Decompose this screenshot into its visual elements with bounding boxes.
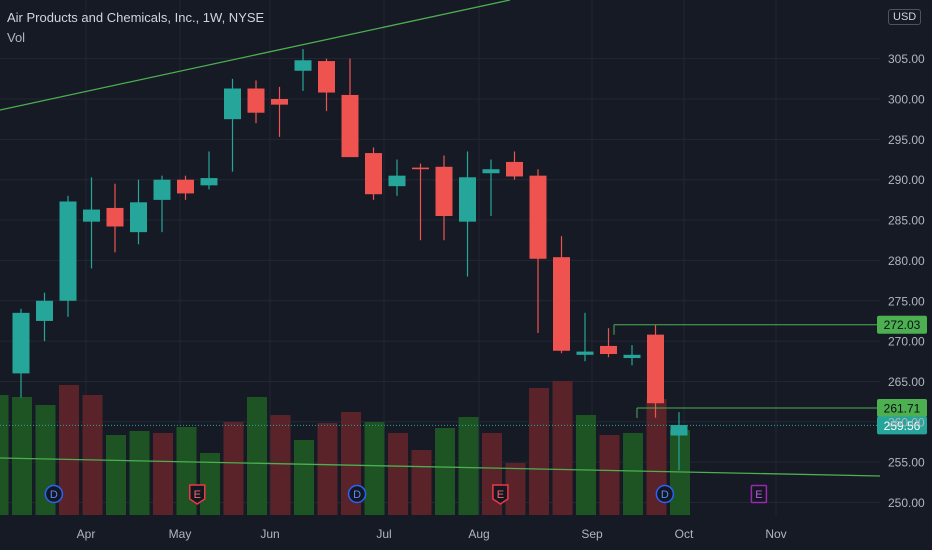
candle-body bbox=[247, 88, 265, 113]
y-axis-tick-label: 250.00 bbox=[888, 496, 925, 510]
event-marker-label: D bbox=[661, 489, 669, 501]
candle-body bbox=[600, 345, 617, 355]
volume-bar bbox=[223, 422, 244, 515]
earnings-marker bbox=[189, 484, 206, 505]
event-marker-label: E bbox=[497, 489, 504, 501]
lower-trendline bbox=[0, 457, 881, 477]
candle-body bbox=[294, 60, 312, 71]
y-axis-tick-label: 270.00 bbox=[888, 335, 925, 349]
volume-bar bbox=[364, 422, 385, 515]
volume-indicator-label[interactable]: Vol bbox=[7, 30, 26, 45]
earnings-marker bbox=[492, 484, 509, 505]
volume-bar bbox=[0, 395, 9, 515]
dividend-marker bbox=[655, 484, 675, 504]
upper-trendline bbox=[0, 0, 511, 111]
y-axis-tick-label: 275.00 bbox=[888, 294, 925, 308]
volume-bar bbox=[411, 450, 432, 515]
event-marker-label: E bbox=[194, 489, 201, 501]
volume-bar bbox=[576, 415, 596, 515]
candle-body bbox=[83, 209, 100, 222]
volume-bar bbox=[247, 397, 267, 515]
volume-bar bbox=[317, 423, 338, 515]
candle-body bbox=[670, 425, 688, 436]
volume-bar bbox=[153, 433, 173, 515]
x-axis-tick-label: Sep bbox=[581, 527, 603, 541]
candle-body bbox=[153, 179, 171, 200]
candle-body bbox=[647, 334, 664, 404]
price-label-badge bbox=[877, 315, 927, 334]
volume-bar bbox=[270, 415, 291, 515]
dividend-marker bbox=[347, 484, 367, 504]
event-marker-label: E bbox=[755, 489, 762, 501]
y-axis-tick-label: 285.00 bbox=[888, 214, 925, 228]
x-axis-tick-label: May bbox=[169, 527, 192, 541]
candle-body bbox=[388, 175, 406, 187]
candle-body bbox=[623, 354, 641, 359]
volume-bar bbox=[59, 385, 79, 515]
y-axis-tick-label: 305.00 bbox=[888, 52, 925, 66]
last-price-label: 259.56 bbox=[884, 419, 921, 433]
candle-body bbox=[412, 167, 429, 170]
currency-button[interactable]: USD bbox=[888, 9, 922, 25]
candle-body bbox=[482, 169, 500, 174]
x-axis-tick-label: Nov bbox=[765, 527, 786, 541]
price-label: 261.71 bbox=[884, 402, 921, 416]
x-axis-tick-label: Jul bbox=[376, 527, 391, 541]
candle-body bbox=[365, 153, 382, 195]
event-marker-label: D bbox=[353, 489, 361, 501]
candle-body bbox=[529, 175, 547, 259]
x-axis-tick-label: Oct bbox=[675, 527, 694, 541]
y-axis-tick-label: 255.00 bbox=[888, 456, 925, 470]
y-axis-tick-label: 300.00 bbox=[888, 93, 925, 107]
volume-bar bbox=[129, 431, 150, 515]
y-axis-tick-label: 295.00 bbox=[888, 133, 925, 147]
candle-body bbox=[36, 300, 53, 321]
candle-body bbox=[318, 61, 335, 93]
price-label-badge bbox=[877, 399, 927, 418]
volume-bar bbox=[552, 381, 573, 515]
candle-body bbox=[576, 351, 594, 355]
volume-bar bbox=[505, 463, 526, 515]
last-price-badge bbox=[877, 416, 927, 435]
x-axis-tick-label: Aug bbox=[468, 527, 489, 541]
candle-body bbox=[106, 207, 124, 227]
price-label: 272.03 bbox=[884, 318, 921, 332]
candle-body bbox=[506, 161, 523, 177]
candle-body bbox=[12, 312, 30, 374]
candle-body bbox=[271, 99, 288, 105]
earnings-marker-upcoming bbox=[750, 484, 768, 504]
candle-body bbox=[341, 94, 359, 158]
candle-body bbox=[177, 179, 194, 194]
candle-body bbox=[59, 201, 77, 301]
volume-bar bbox=[435, 428, 455, 515]
volume-bar bbox=[294, 440, 314, 515]
volume-bar bbox=[388, 433, 408, 515]
chart-title: Air Products and Chemicals, Inc., 1W, NY… bbox=[7, 10, 265, 25]
candle-body bbox=[435, 166, 453, 217]
candle-body bbox=[130, 202, 147, 233]
y-axis-tick-label: 260.00 bbox=[888, 415, 925, 429]
x-axis-tick-label: Jun bbox=[260, 527, 279, 541]
x-axis-tick-label: Apr bbox=[77, 527, 96, 541]
event-marker-label: D bbox=[50, 489, 58, 501]
candle-body bbox=[459, 177, 476, 222]
volume-bar bbox=[623, 433, 643, 515]
volume-bar bbox=[82, 395, 103, 515]
candle-body bbox=[224, 88, 241, 120]
volume-bar bbox=[12, 397, 32, 515]
volume-bar bbox=[106, 435, 126, 515]
volume-bar bbox=[458, 417, 479, 515]
volume-bar bbox=[529, 388, 549, 515]
candle-body bbox=[200, 178, 218, 186]
dividend-marker bbox=[44, 484, 64, 504]
y-axis-tick-label: 265.00 bbox=[888, 375, 925, 389]
candle-body bbox=[553, 257, 570, 351]
y-axis-tick-label: 280.00 bbox=[888, 254, 925, 268]
volume-bar bbox=[599, 435, 620, 515]
y-axis-tick-label: 290.00 bbox=[888, 173, 925, 187]
